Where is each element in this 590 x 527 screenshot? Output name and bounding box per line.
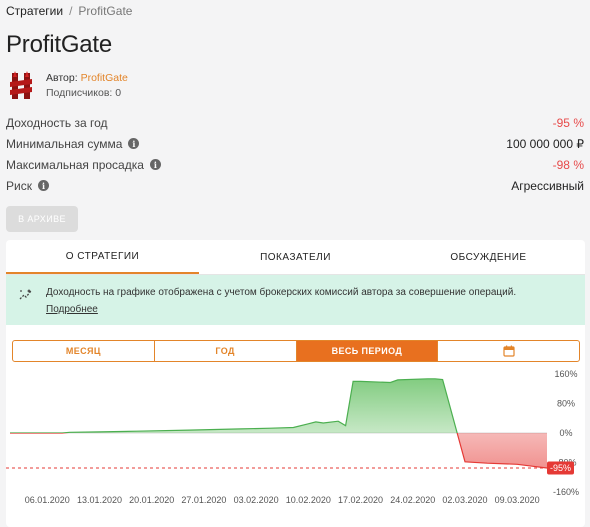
breadcrumb-current: ProfitGate — [78, 4, 133, 18]
strategy-card: О СТРАТЕГИИ ПОКАЗАТЕЛИ ОБСУЖДЕНИЕ Доходн… — [6, 240, 585, 527]
notice-text: Доходность на графике отображена с учето… — [46, 287, 517, 315]
x-tick-label: 17.02.2020 — [338, 495, 383, 505]
info-icon[interactable]: i — [128, 138, 140, 149]
y-tick-label: 0% — [559, 428, 572, 438]
period-custom[interactable] — [438, 341, 579, 361]
period-month[interactable]: МЕСЯЦ — [13, 341, 155, 361]
tab-discussion[interactable]: ОБСУЖДЕНИЕ — [450, 251, 527, 263]
subscribers-count: Подписчиков: 0 — [46, 87, 122, 99]
stat-label: Доходность за год — [6, 115, 108, 130]
stat-value: -98 % — [552, 157, 584, 172]
x-tick-label: 09.03.2020 — [495, 495, 540, 505]
stat-value: -95 % — [552, 115, 584, 130]
stat-row: Максимальная просадка i -98 % — [6, 154, 584, 175]
author-info: Автор: ProfitGate Подписчиков: 0 — [46, 70, 128, 101]
x-tick-label: 03.02.2020 — [234, 495, 279, 505]
x-tick-label: 10.02.2020 — [286, 495, 331, 505]
positive-area — [10, 378, 547, 433]
strategy-stats: Доходность за год -95 % Минимальная сумм… — [6, 112, 584, 196]
stat-row: Доходность за год -95 % — [6, 112, 584, 133]
x-tick-label: 02.03.2020 — [442, 495, 487, 505]
x-tick-label: 20.01.2020 — [129, 495, 174, 505]
stat-label: Минимальная сумма i — [6, 137, 140, 151]
yield-chart: 160%80%0%-80%-160% 06.01.202013.01.20202… — [6, 369, 579, 505]
breadcrumb: Стратегии / ProfitGate — [6, 4, 132, 18]
avatar[interactable] — [6, 70, 36, 102]
page-title: ProfitGate — [6, 31, 113, 58]
author-block: Автор: ProfitGate Подписчиков: 0 — [6, 70, 128, 102]
calendar-icon — [503, 345, 515, 357]
negative-area — [10, 433, 547, 468]
stat-row: Риск i Агрессивный — [6, 175, 584, 196]
y-tick-label: -160% — [553, 487, 579, 497]
period-all-time[interactable]: ВЕСЬ ПЕРИОД — [296, 341, 439, 361]
tab-metrics[interactable]: ПОКАЗАТЕЛИ — [260, 251, 331, 263]
x-tick-label: 27.01.2020 — [181, 495, 226, 505]
author-logo-icon — [10, 71, 32, 99]
author-link[interactable]: ProfitGate — [80, 72, 128, 84]
stat-label: Максимальная просадка i — [6, 158, 161, 172]
x-tick-label: 06.01.2020 — [25, 495, 70, 505]
archive-button[interactable]: В АРХИВЕ — [6, 206, 78, 232]
last-value-badge: -95% — [547, 461, 574, 475]
period-year[interactable]: ГОД — [155, 341, 297, 361]
negative-line — [10, 433, 548, 469]
sparkle-chart-icon — [19, 289, 32, 300]
breadcrumb-strategies-link[interactable]: Стратегии — [6, 4, 64, 18]
author-label: Автор: — [46, 72, 78, 84]
stat-value: 100 000 000 ₽ — [506, 136, 584, 151]
info-icon[interactable]: i — [37, 180, 49, 191]
x-tick-label: 13.01.2020 — [77, 495, 122, 505]
stat-label: Риск i — [6, 179, 49, 193]
x-tick-label: 24.02.2020 — [390, 495, 435, 505]
breadcrumb-separator: / — [69, 4, 73, 18]
info-icon[interactable]: i — [149, 159, 161, 170]
tab-bar: О СТРАТЕГИИ ПОКАЗАТЕЛИ ОБСУЖДЕНИЕ — [6, 240, 585, 275]
stat-value: Агрессивный — [511, 178, 584, 193]
positive-line — [10, 378, 458, 433]
y-tick-label: 80% — [557, 399, 575, 409]
y-tick-label: 160% — [554, 369, 577, 379]
svg-text:-95%: -95% — [550, 463, 571, 473]
stat-row: Минимальная сумма i 100 000 000 ₽ — [6, 133, 584, 154]
period-selector: МЕСЯЦ ГОД ВЕСЬ ПЕРИОД — [12, 340, 580, 362]
more-info-link[interactable]: Подробнее — [46, 304, 98, 315]
commission-notice: Доходность на графике отображена с учето… — [6, 275, 585, 325]
tab-about[interactable]: О СТРАТЕГИИ — [6, 240, 199, 274]
